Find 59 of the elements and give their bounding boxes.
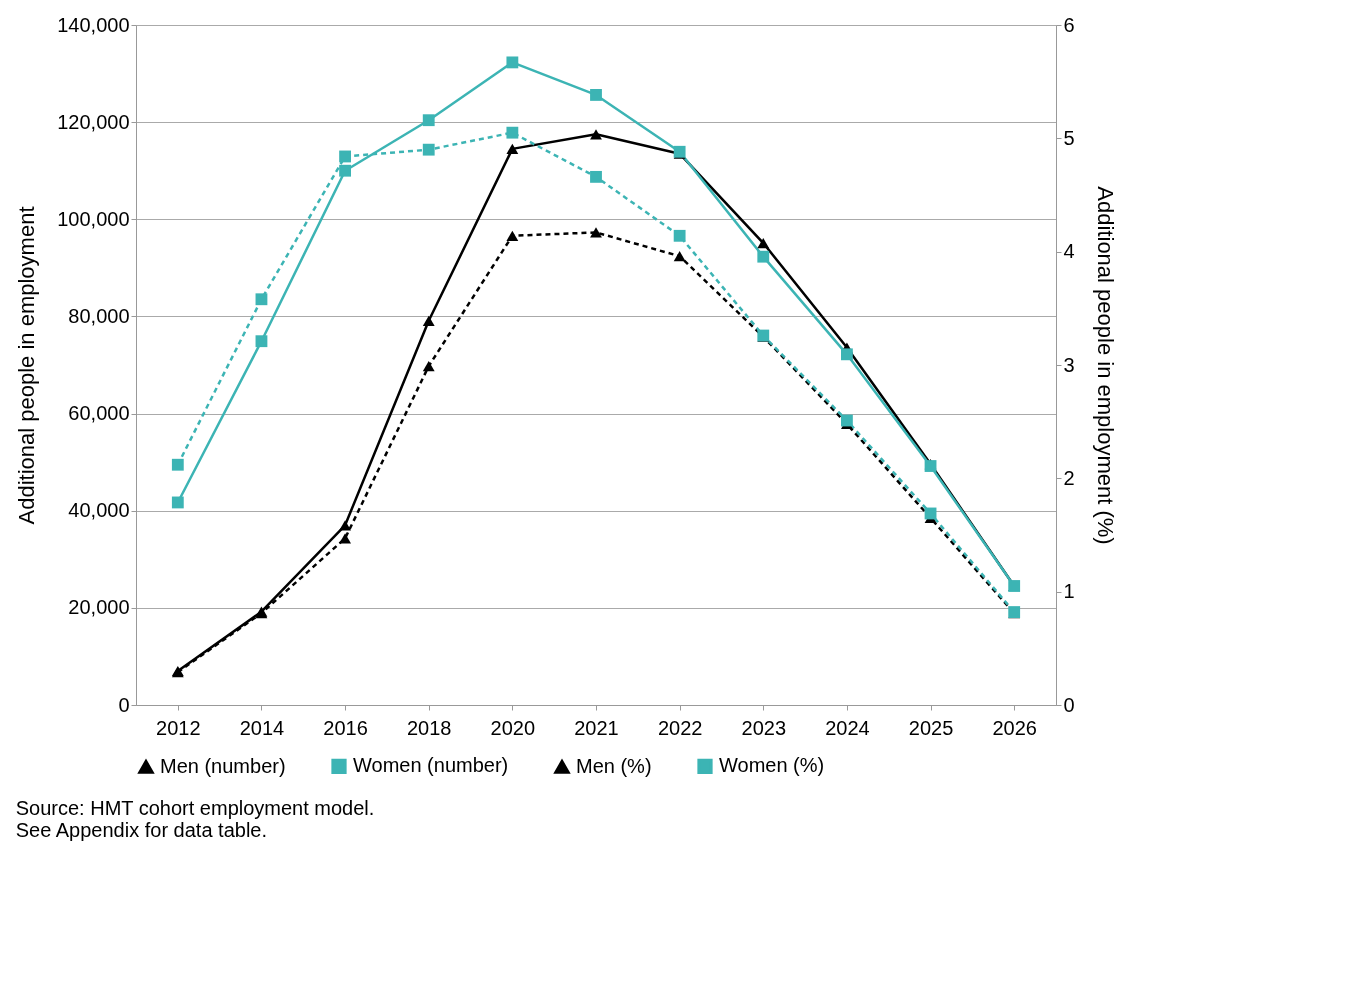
point — [422, 114, 435, 127]
y-axis-title: Additional people in employment — [14, 206, 40, 525]
point — [171, 496, 184, 509]
y-tick-label: 60,000 — [68, 402, 130, 425]
point — [590, 89, 602, 101]
x-tick-label: 2021 — [574, 716, 619, 739]
x-tick-label: 2022 — [657, 716, 703, 739]
y2-axis-title: Additional people in employment (%) — [1092, 186, 1118, 545]
y2-tick-label: 3 — [1063, 353, 1075, 376]
point — [757, 250, 770, 263]
point — [673, 229, 686, 242]
y2-tick-label: 4 — [1063, 240, 1075, 263]
point — [590, 129, 602, 140]
point — [422, 315, 435, 326]
x-tick-label: 2016 — [323, 716, 368, 739]
y-tick-label: 20,000 — [68, 596, 130, 619]
point — [506, 56, 519, 69]
point — [506, 126, 519, 139]
x-tick-label: 2024 — [825, 716, 870, 739]
point — [506, 230, 519, 241]
point — [590, 170, 602, 183]
y-tick-label: 80,000 — [68, 304, 130, 327]
point — [255, 335, 268, 348]
point — [171, 458, 184, 471]
y2-tick-label: 1 — [1063, 580, 1075, 603]
x-tick-label: 2025 — [908, 716, 954, 739]
y2-tick-label: 2 — [1063, 466, 1075, 489]
point — [506, 143, 519, 154]
legend-label: Men (number) — [160, 754, 286, 777]
x-tick-label: 2018 — [406, 716, 452, 739]
point — [840, 348, 853, 361]
x-tick-label: 2026 — [992, 716, 1037, 739]
y-tick-label: 120,000 — [57, 110, 130, 133]
y-tick-label: 0 — [118, 693, 130, 716]
point — [673, 251, 686, 262]
x-tick-label: 2023 — [741, 716, 787, 739]
point — [339, 150, 352, 163]
y-tick-label: 140,000 — [57, 13, 130, 36]
legend-label: Men (%) — [576, 754, 652, 777]
y2-tick-label: 0 — [1063, 693, 1075, 716]
point — [422, 361, 435, 372]
point — [840, 414, 853, 427]
point — [255, 293, 268, 306]
x-tick-label: 2014 — [239, 716, 285, 739]
source-note: Source: HMT cohort employment model. — [15, 797, 375, 819]
x-tick-label: 2012 — [156, 716, 201, 739]
y-tick-label: 40,000 — [68, 499, 130, 522]
point — [422, 143, 435, 156]
point — [757, 237, 770, 249]
point — [339, 533, 352, 544]
x-tick-label: 2020 — [490, 716, 536, 739]
point — [339, 164, 352, 177]
point — [590, 227, 602, 238]
y-tick-label: 100,000 — [57, 207, 130, 230]
y2-tick-label: 5 — [1063, 126, 1075, 149]
y2-tick-label: 6 — [1063, 13, 1075, 36]
legend-label: Women (%) — [719, 754, 825, 777]
legend-label: Women (number) — [353, 754, 509, 777]
text: See Appendix for data table. — [15, 819, 268, 841]
